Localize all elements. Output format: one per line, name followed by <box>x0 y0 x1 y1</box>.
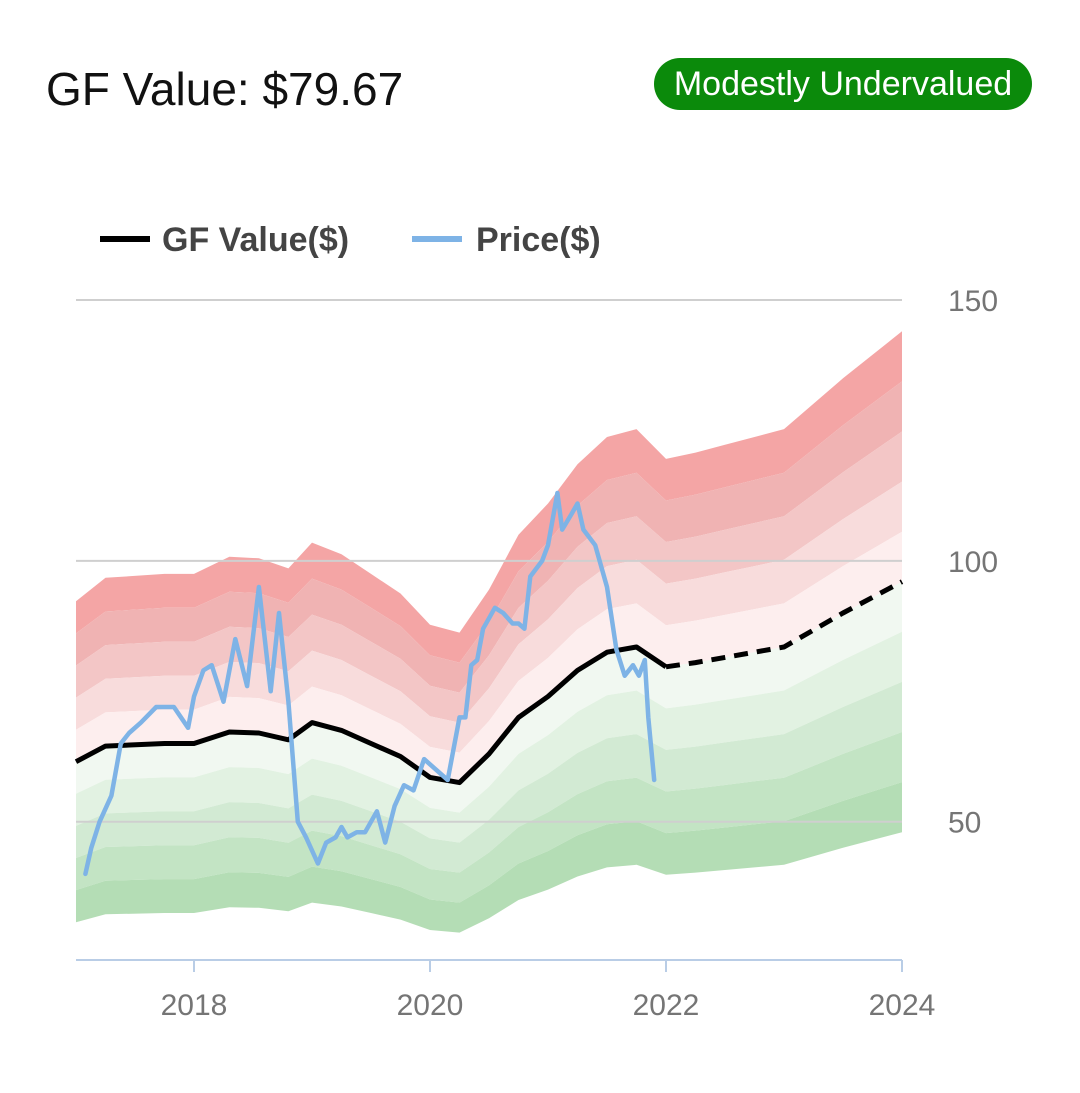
overvalued-band-4 <box>76 481 902 753</box>
gf-value-line <box>74 644 668 786</box>
overvalued-band-5 <box>76 531 902 783</box>
legend-gf-value-label: GF Value($) <box>162 221 349 259</box>
gf-value-projection-line <box>665 579 904 670</box>
valuation-status-badge: Modestly Undervalued <box>654 58 1032 110</box>
x-tick-label-2024: 2024 <box>869 989 936 1022</box>
x-axis: 2018 2020 2022 2024 <box>76 959 936 1022</box>
y-axis: 50 100 150 <box>948 285 998 840</box>
series-lines <box>74 490 904 877</box>
overvalued-band-2 <box>76 381 902 693</box>
legend-price-label: Price($) <box>476 221 601 259</box>
valuation-bands <box>76 331 902 933</box>
overvalued-band-1 <box>76 331 902 663</box>
x-tick-label-2022: 2022 <box>633 989 700 1022</box>
chart-legend: GF Value($) Price($) <box>100 221 601 259</box>
y-tick-label-100: 100 <box>948 546 998 579</box>
y-tick-label-150: 150 <box>948 285 998 318</box>
undervalued-band-2 <box>76 631 902 843</box>
undervalued-band-5 <box>76 782 902 933</box>
gf-value-title: GF Value: $79.67 <box>46 63 404 115</box>
grid-lines <box>76 299 902 823</box>
x-tick-label-2018: 2018 <box>161 989 228 1022</box>
y-tick-label-50: 50 <box>948 807 981 840</box>
undervalued-band-1 <box>76 581 902 813</box>
price-line <box>83 490 657 877</box>
undervalued-band-3 <box>76 681 902 873</box>
undervalued-band-4 <box>76 732 902 903</box>
x-tick-label-2020: 2020 <box>397 989 464 1022</box>
